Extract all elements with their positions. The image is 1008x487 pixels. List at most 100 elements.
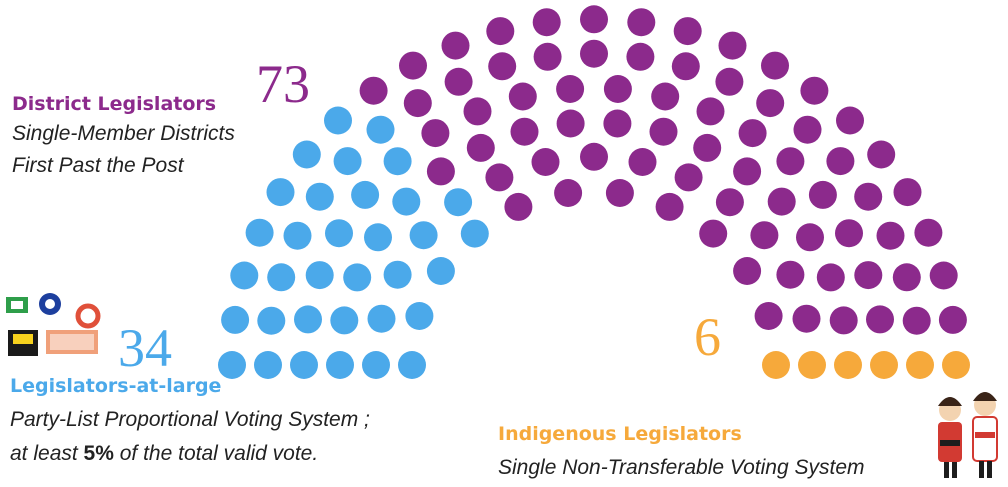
seat	[325, 219, 353, 247]
seat	[326, 351, 354, 379]
seat	[504, 193, 532, 221]
group-description: Party-List Proportional Voting System ;	[10, 408, 370, 431]
seat	[257, 307, 285, 335]
description-part: Single-Member Districts	[12, 122, 235, 145]
seat	[427, 157, 455, 185]
seat	[893, 263, 921, 291]
seat	[343, 263, 371, 291]
seat	[445, 68, 473, 96]
seat	[835, 219, 863, 247]
seat	[854, 183, 882, 211]
description-part: of the total valid vote.	[114, 442, 318, 465]
seat	[556, 75, 584, 103]
seat-group	[360, 5, 967, 334]
seat	[511, 118, 539, 146]
seat	[719, 32, 747, 60]
seat	[716, 188, 744, 216]
description-part: First Past the Post	[12, 154, 185, 177]
seat	[756, 89, 784, 117]
seat	[750, 221, 778, 249]
seat	[384, 147, 412, 175]
seat	[399, 52, 427, 80]
seat	[467, 134, 495, 162]
seat	[398, 351, 426, 379]
seat	[906, 351, 934, 379]
chart: 34Legislators-at-largeParty-List Proport…	[0, 0, 1008, 482]
seat	[486, 17, 514, 45]
seat	[626, 43, 654, 71]
seat	[362, 351, 390, 379]
seat	[533, 8, 561, 36]
seat	[651, 83, 679, 111]
seat	[405, 302, 433, 330]
seat	[306, 183, 334, 211]
seat	[830, 306, 858, 334]
seat	[351, 181, 379, 209]
seat	[674, 17, 702, 45]
seat-group	[762, 351, 970, 379]
seat	[606, 179, 634, 207]
seat	[809, 181, 837, 209]
seat	[221, 306, 249, 334]
seat	[246, 219, 274, 247]
seat	[762, 351, 790, 379]
seat	[368, 305, 396, 333]
seat-group	[218, 107, 489, 380]
seat	[800, 77, 828, 105]
seat-count: 73	[256, 54, 310, 114]
seat	[794, 116, 822, 144]
seat	[554, 179, 582, 207]
seat	[903, 307, 931, 335]
seat	[715, 68, 743, 96]
seat	[410, 221, 438, 249]
seat	[384, 261, 412, 289]
seat	[629, 148, 657, 176]
seat	[306, 261, 334, 289]
description-part: Single Non-Transferable Voting System	[498, 456, 865, 479]
seat	[817, 263, 845, 291]
seat	[509, 83, 537, 111]
seat	[930, 262, 958, 290]
seat	[834, 351, 862, 379]
seat	[334, 147, 362, 175]
seat	[324, 107, 352, 135]
seat	[939, 306, 967, 334]
seat	[798, 351, 826, 379]
seat	[580, 40, 608, 68]
seat	[461, 220, 489, 248]
seat-count: 6	[694, 307, 721, 367]
seat	[421, 119, 449, 147]
seat	[532, 148, 560, 176]
description-part: Party-List Proportional Voting System ;	[10, 408, 370, 431]
seat	[733, 257, 761, 285]
seat	[464, 97, 492, 125]
seat	[796, 223, 824, 251]
group-description: First Past the Post	[12, 154, 185, 177]
seat	[604, 75, 632, 103]
seat	[675, 163, 703, 191]
seat	[826, 147, 854, 175]
seat	[836, 107, 864, 135]
seat	[699, 220, 727, 248]
seat	[866, 305, 894, 333]
seat	[870, 351, 898, 379]
seat	[427, 257, 455, 285]
party-logos	[6, 293, 98, 356]
seat	[793, 305, 821, 333]
seat	[656, 193, 684, 221]
group-description: Single Non-Transferable Voting System	[498, 456, 865, 479]
seat	[776, 261, 804, 289]
seat	[364, 223, 392, 251]
seat	[442, 32, 470, 60]
seat	[697, 97, 725, 125]
seat	[867, 141, 895, 169]
description-part: 5%	[84, 442, 115, 465]
seat	[485, 163, 513, 191]
seat	[293, 141, 321, 169]
seat	[367, 116, 395, 144]
seat	[877, 222, 905, 250]
seat	[894, 178, 922, 206]
seat	[218, 351, 246, 379]
seat	[914, 219, 942, 247]
seat	[733, 157, 761, 185]
